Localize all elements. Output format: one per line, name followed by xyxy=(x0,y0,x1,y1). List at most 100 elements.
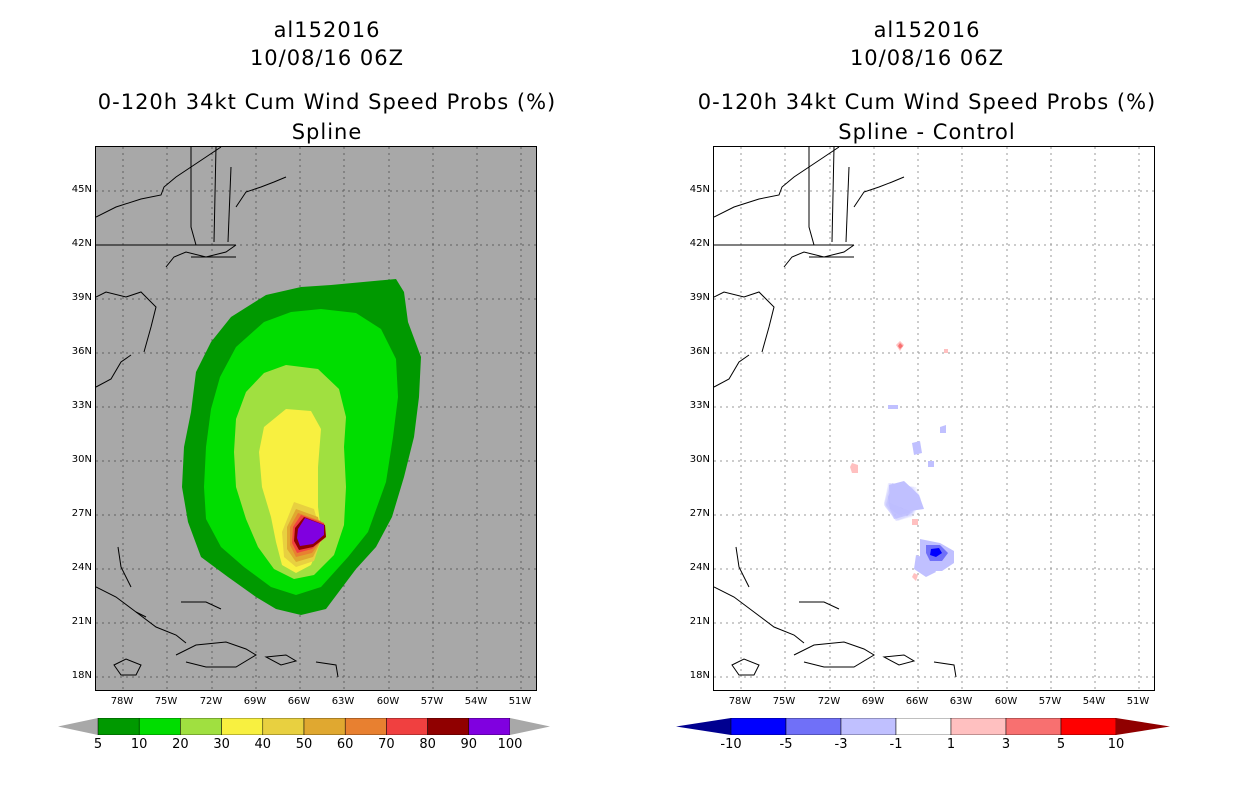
lon-label: 66W xyxy=(905,696,929,707)
lon-label: 78W xyxy=(110,696,134,707)
right-colorbar xyxy=(676,718,1170,735)
colorbar-label: 80 xyxy=(419,737,436,752)
colorbar-swatch xyxy=(1060,718,1117,735)
colorbar-over-arrow xyxy=(510,718,550,735)
lon-label: 72W xyxy=(199,696,223,707)
colorbar-over-arrow xyxy=(1116,718,1170,735)
colorbar-label: 10 xyxy=(1107,737,1125,752)
probability-map-graphic xyxy=(96,147,536,690)
diff-pos-1-c xyxy=(912,519,918,525)
product-title: 0-120h 34kt Cum Wind Speed Probs (%) xyxy=(697,90,1157,114)
diff-neg-1-small3 xyxy=(928,461,934,467)
colorbar-label: 10 xyxy=(130,737,148,752)
lat-label: 39N xyxy=(71,292,92,303)
colorbar-label: 100 xyxy=(497,737,523,752)
colorbar-swatch xyxy=(344,718,387,735)
lon-label: 78W xyxy=(728,696,752,707)
lon-label: 51W xyxy=(508,696,532,707)
lat-label: 18N xyxy=(689,670,710,681)
colorbar-label: 90 xyxy=(460,737,478,752)
colorbar-swatch xyxy=(303,718,346,735)
colorbar-swatch xyxy=(221,718,264,735)
diff-pos-3-a xyxy=(898,343,903,349)
colorbar-label: 40 xyxy=(254,737,272,752)
diff-pos-1-e xyxy=(944,349,948,353)
lat-label: 21N xyxy=(71,616,92,627)
colorbar-label: 5 xyxy=(1056,737,1066,752)
lat-label: 33N xyxy=(689,400,710,411)
difference-map xyxy=(713,146,1155,691)
storm-id: al152016 xyxy=(273,18,381,42)
right-panel: al152016 10/08/16 06Z 0-120h 34kt Cum Wi… xyxy=(618,0,1236,800)
diff-neg-1-small1 xyxy=(912,441,922,455)
colorbar-under-arrow xyxy=(58,718,98,735)
colorbar-label: 30 xyxy=(213,737,230,752)
lat-label: 21N xyxy=(689,616,710,627)
prob-90 xyxy=(297,518,324,546)
lat-label: 24N xyxy=(71,562,92,573)
probability-map xyxy=(95,146,537,691)
colorbar-swatch xyxy=(730,718,787,735)
colorbar-label: -1 xyxy=(889,737,903,752)
colorbar-label: 60 xyxy=(336,737,354,752)
colorbar-swatch xyxy=(386,718,428,735)
colorbar-swatch xyxy=(785,718,842,735)
lon-label: 63W xyxy=(331,696,355,707)
diff-neg-1-small2 xyxy=(940,425,946,433)
colorbar-swatch xyxy=(840,718,897,735)
lon-label: 51W xyxy=(1126,696,1150,707)
diff-pos-1-d xyxy=(912,573,918,581)
colorbar-label: 5 xyxy=(93,737,103,752)
left-panel: al152016 10/08/16 06Z 0-120h 34kt Cum Wi… xyxy=(18,0,636,800)
colorbar-under-arrow xyxy=(676,718,731,735)
lat-label: 45N xyxy=(689,184,710,195)
colorbar-swatch xyxy=(468,718,511,735)
colorbar-swatches xyxy=(730,718,1117,735)
colorbar-swatch xyxy=(97,718,140,735)
colorbar-label: 20 xyxy=(172,737,189,752)
lon-label: 54W xyxy=(464,696,488,707)
diff-neg-5-core xyxy=(930,548,942,557)
lon-label: 63W xyxy=(949,696,973,707)
lat-label: 42N xyxy=(71,238,92,249)
lon-label: 54W xyxy=(1082,696,1106,707)
lat-label: 42N xyxy=(689,238,710,249)
lat-label: 27N xyxy=(71,508,92,519)
diff-neg-1-small4 xyxy=(888,405,898,409)
lat-label: 36N xyxy=(689,346,710,357)
diff-pos-1-b xyxy=(850,463,858,473)
colorbar-swatch xyxy=(262,718,305,735)
lon-label: 57W xyxy=(420,696,444,707)
datetime: 10/08/16 06Z xyxy=(249,46,405,70)
colorbar-swatch xyxy=(1005,718,1062,735)
colorbar-swatch xyxy=(950,718,1007,735)
colorbar-swatch xyxy=(427,718,470,735)
lon-label: 60W xyxy=(376,696,400,707)
subtitle: Spline - Control xyxy=(838,120,1016,144)
subtitle: Spline xyxy=(291,120,363,144)
lat-label: 30N xyxy=(689,454,710,465)
lat-label: 39N xyxy=(689,292,710,303)
datetime: 10/08/16 06Z xyxy=(849,46,1005,70)
difference-map-graphic xyxy=(714,147,1154,690)
lon-label: 57W xyxy=(1038,696,1062,707)
left-colorbar xyxy=(58,718,550,735)
colorbar-label: 1 xyxy=(946,737,956,752)
lon-label: 75W xyxy=(772,696,796,707)
colorbar-swatches xyxy=(97,718,511,735)
storm-id: al152016 xyxy=(873,18,981,42)
lon-label: 66W xyxy=(287,696,311,707)
colorbar-label: 3 xyxy=(1001,737,1011,752)
lat-label: 33N xyxy=(71,400,92,411)
colorbar-label: -5 xyxy=(779,737,793,752)
lon-label: 75W xyxy=(154,696,178,707)
lat-label: 36N xyxy=(71,346,92,357)
lon-label: 60W xyxy=(994,696,1018,707)
diff-neg-1-centralblob xyxy=(889,481,924,511)
colorbar-label: 70 xyxy=(378,737,395,752)
lat-label: 24N xyxy=(689,562,710,573)
colorbar-swatch xyxy=(180,718,222,735)
colorbar-swatch xyxy=(895,718,952,735)
colorbar-label: -3 xyxy=(834,737,848,752)
lon-label: 69W xyxy=(243,696,267,707)
